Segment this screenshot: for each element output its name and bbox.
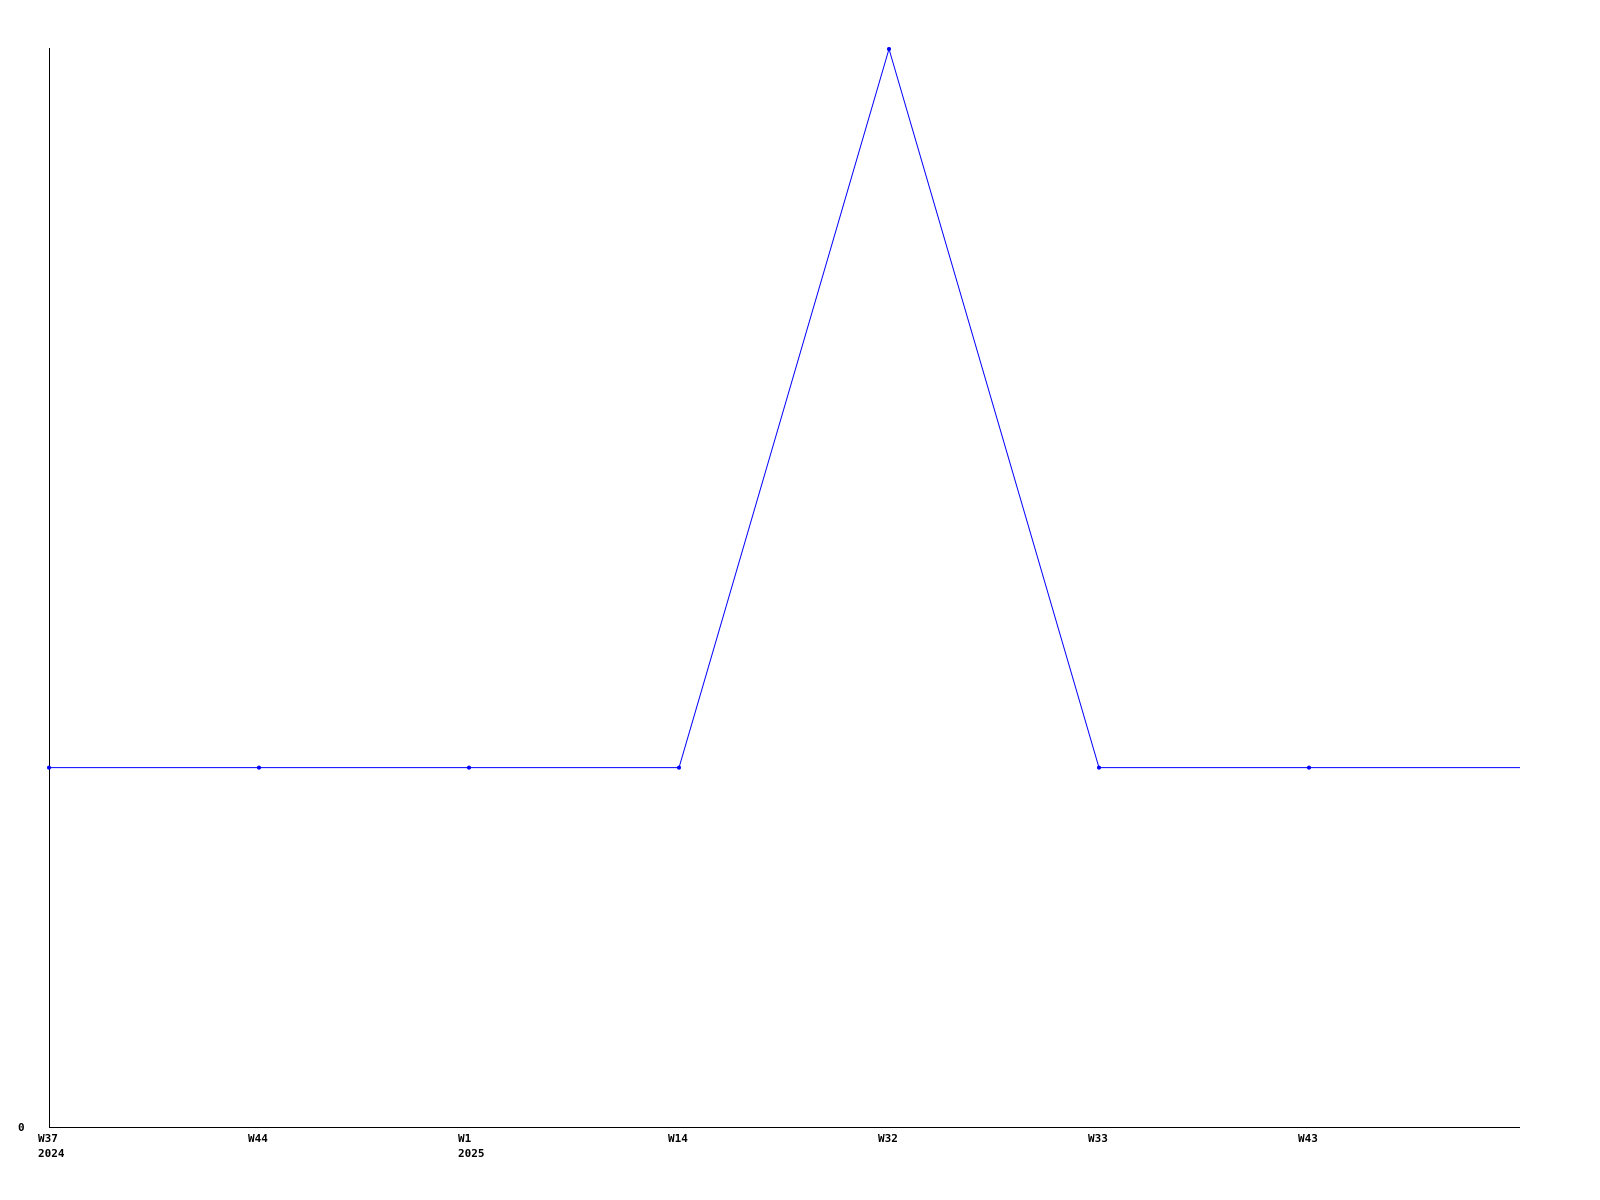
- x-tick-label: W32: [878, 1132, 898, 1145]
- data-point: [467, 765, 471, 770]
- x-tick-label: W1: [458, 1132, 472, 1145]
- x-tick-label: W44: [248, 1132, 268, 1145]
- x-tick-label: W14: [668, 1132, 688, 1145]
- x-tick-sublabel: 2024: [38, 1147, 65, 1160]
- data-point: [47, 765, 51, 770]
- x-tick-label: W33: [1088, 1132, 1108, 1145]
- x-tick-label: W43: [1298, 1132, 1318, 1145]
- data-point: [677, 765, 681, 770]
- data-point: [1097, 765, 1101, 770]
- x-tick-sublabel: 2025: [458, 1147, 485, 1160]
- data-point: [887, 47, 891, 51]
- x-tick-label: W37: [38, 1132, 58, 1145]
- data-point: [1307, 765, 1311, 770]
- data-point: [257, 765, 261, 770]
- series-line: [49, 47, 1520, 769]
- y-tick-label-0: 0: [18, 1121, 25, 1134]
